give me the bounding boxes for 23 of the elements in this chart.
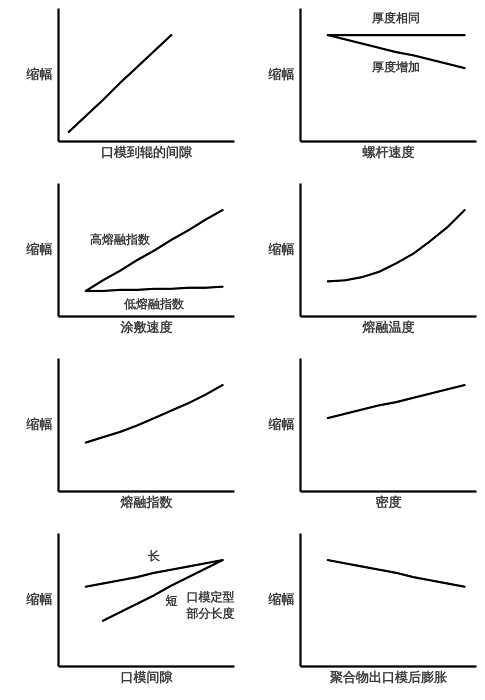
x-axis-title: 聚合物出口模后膨胀 bbox=[329, 670, 448, 686]
series-label: 低熔融指数 bbox=[123, 296, 186, 311]
y-axis-title: 缩幅 bbox=[268, 242, 294, 258]
series-label: 高熔融指数 bbox=[90, 232, 152, 247]
y-axis-title: 缩幅 bbox=[26, 242, 52, 258]
x-axis-title: 口模到辊的间隙 bbox=[101, 146, 193, 160]
x-axis-title: 口模间隙 bbox=[120, 670, 174, 686]
series-label: 长 bbox=[147, 548, 162, 563]
x-axis-title: 涂敷速度 bbox=[120, 320, 172, 336]
series-label: 厚度相同 bbox=[371, 11, 420, 26]
y-axis-title: 缩幅 bbox=[26, 416, 52, 432]
annotation: 口模定型部分长度 bbox=[186, 590, 234, 621]
y-axis-title: 缩幅 bbox=[26, 592, 52, 608]
series-label: 厚度增加 bbox=[371, 60, 420, 74]
series-label: 短 bbox=[164, 594, 178, 608]
y-axis-title: 缩幅 bbox=[26, 66, 52, 82]
y-axis-title: 缩幅 bbox=[268, 592, 294, 608]
y-axis-title: 缩幅 bbox=[268, 416, 294, 432]
y-axis-title: 缩幅 bbox=[268, 66, 294, 82]
x-axis-title: 熔融温度 bbox=[362, 320, 414, 336]
x-axis-title: 熔融指数 bbox=[120, 494, 174, 510]
x-axis-title: 螺杆速度 bbox=[362, 144, 414, 160]
x-axis-title: 密度 bbox=[376, 494, 402, 510]
